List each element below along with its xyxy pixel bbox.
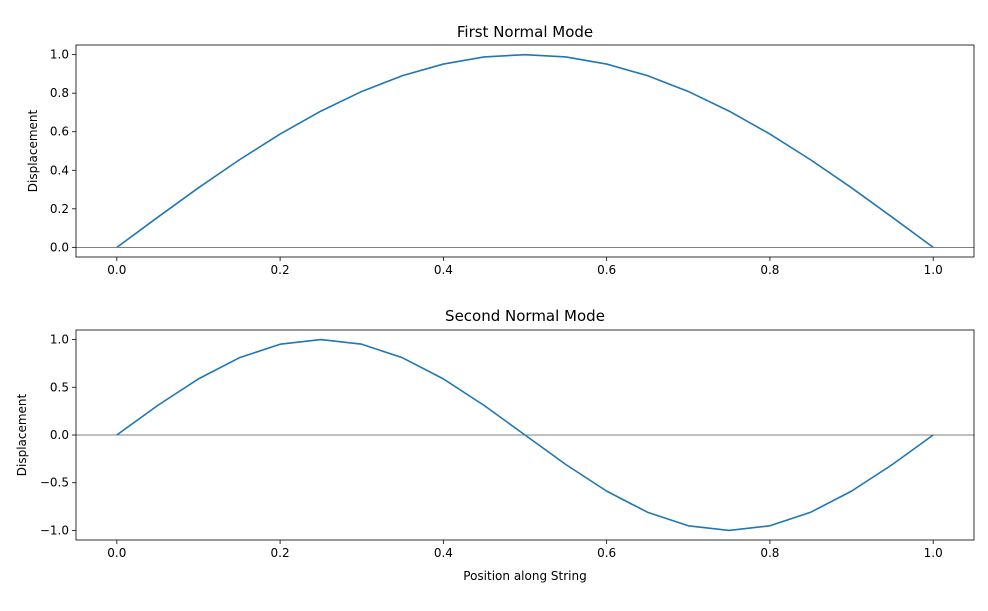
plot-area: 0.0 0.2 0.4 0.6 0.8 1.0 0.0 0.2 0.4 0.6 0.8 1.0 <box>50 44 975 277</box>
y-tick-label: 1.0 <box>50 333 69 347</box>
y-tick-label: 0.8 <box>50 86 69 100</box>
subplot-second-normal-mode: Second Normal Mode Displacement Position… <box>15 307 975 583</box>
x-tick-label: 0.6 <box>597 546 616 560</box>
y-tick-label: 0.6 <box>50 125 69 139</box>
x-tick-label: 0.0 <box>107 263 126 277</box>
x-tick-label: 1.0 <box>924 546 943 560</box>
subplot-title: Second Normal Mode <box>445 307 605 325</box>
y-tick-label: 0.5 <box>50 380 69 394</box>
x-tick-label: 0.2 <box>271 263 290 277</box>
x-tick-label: 0.4 <box>434 263 453 277</box>
x-tick-label: 1.0 <box>924 263 943 277</box>
plot-area: 0.0 0.2 0.4 0.6 0.8 1.0 −1.0 −0.5 0.0 0.5 1.0 <box>40 329 975 560</box>
y-axis-label: Displacement <box>26 109 40 192</box>
series-line <box>116 338 934 532</box>
subplot-first-normal-mode: First Normal Mode Displacement 0.0 0.2 0.4… <box>26 23 975 277</box>
y-tick-label: 0.2 <box>50 202 69 216</box>
y-tick-label: 1.0 <box>50 48 69 62</box>
subplot-title: First Normal Mode <box>457 23 593 41</box>
x-tick-label: 0.8 <box>760 546 779 560</box>
x-tick-label: 0.6 <box>597 263 616 277</box>
series-line <box>116 53 934 249</box>
x-axis-label: Position along String <box>463 569 586 583</box>
y-tick-label: 0.0 <box>50 428 69 442</box>
axes-frame <box>75 44 975 258</box>
x-tick-label: 0.2 <box>271 546 290 560</box>
x-tick-label: 0.8 <box>760 263 779 277</box>
x-tick-label: 0.0 <box>107 546 126 560</box>
x-tick-label: 0.4 <box>434 546 453 560</box>
y-tick-label: 0.0 <box>50 240 69 254</box>
y-axis-label: Displacement <box>15 393 29 476</box>
y-tick-label: −0.5 <box>40 476 69 490</box>
y-tick-label: −1.0 <box>40 523 69 537</box>
y-tick-label: 0.4 <box>50 163 69 177</box>
